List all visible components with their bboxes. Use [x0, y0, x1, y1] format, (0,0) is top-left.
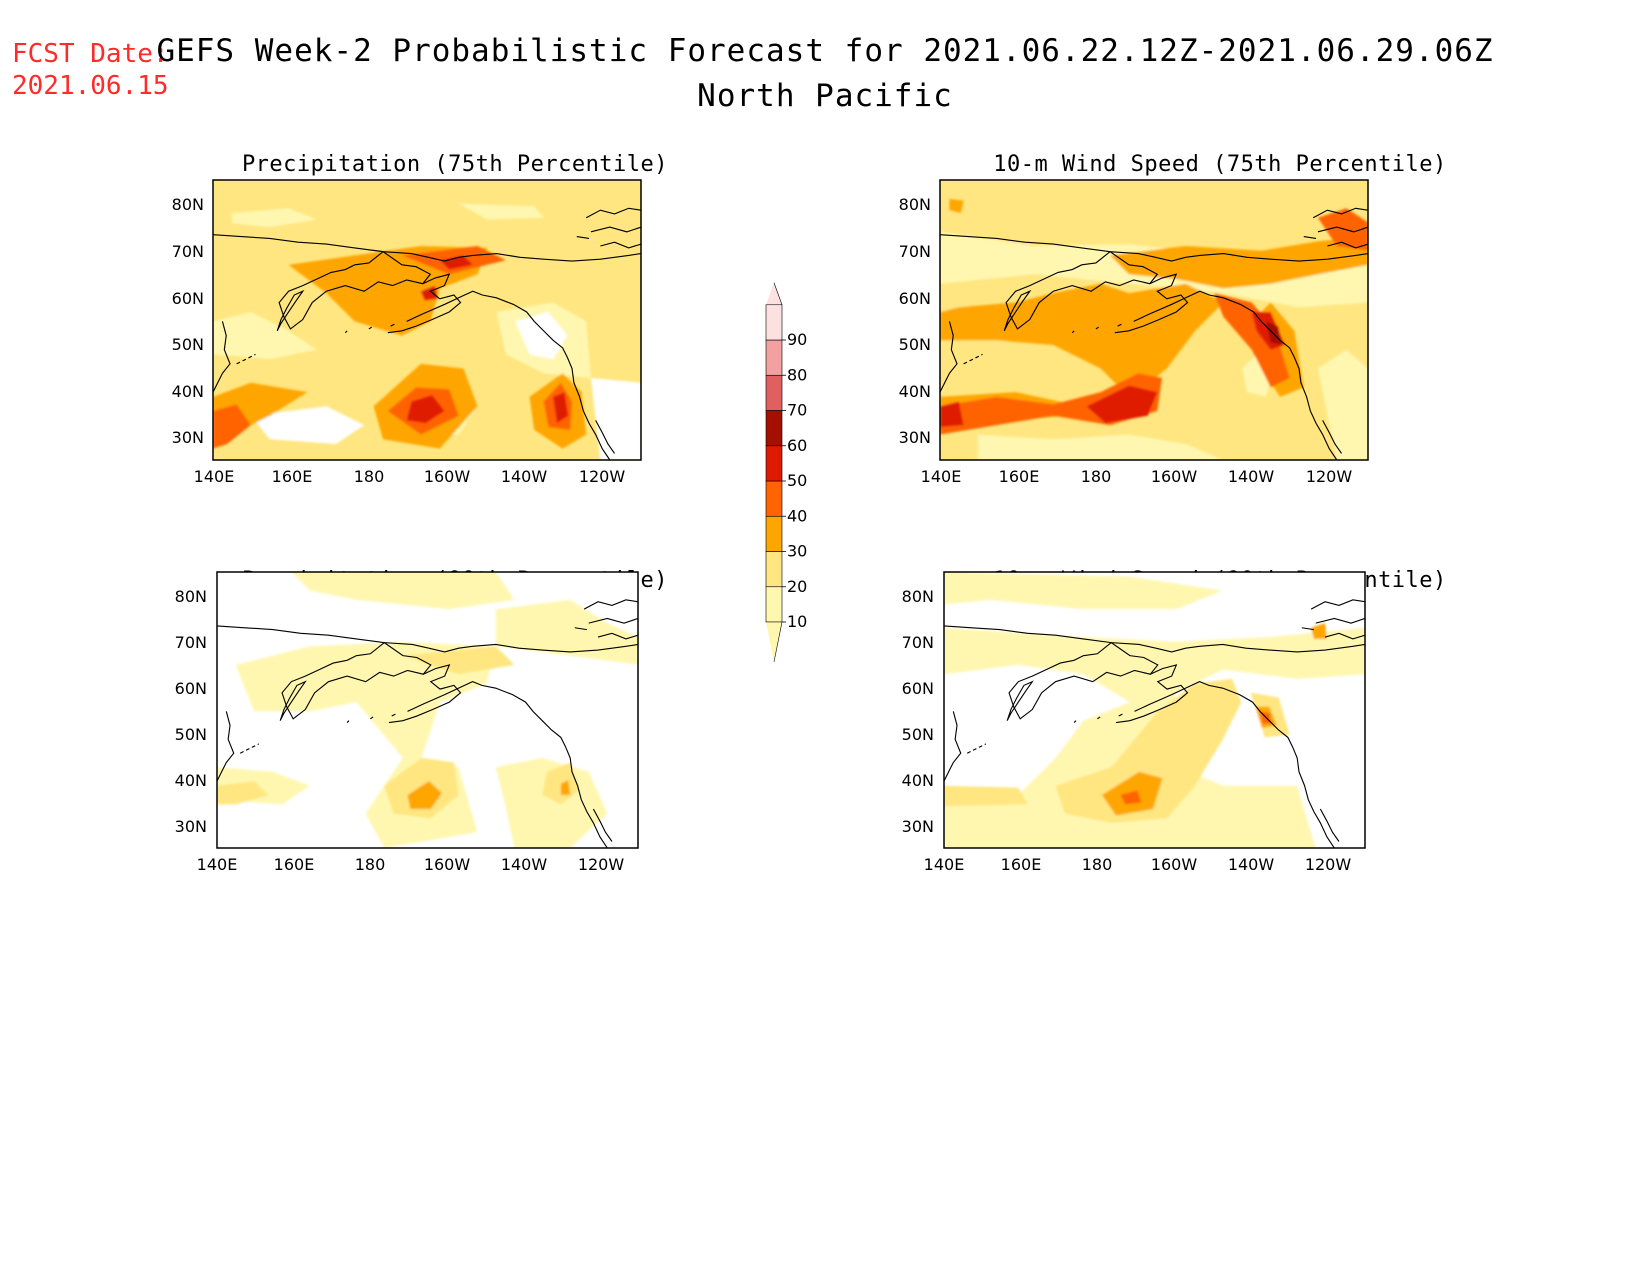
lat-label: 70N — [172, 242, 204, 261]
lon-label: 140W — [1228, 855, 1275, 874]
colorbar-swatch — [765, 339, 783, 376]
lat-label: 60N — [175, 679, 207, 698]
axes-precip90: 80N 70N 60N 50N 40N 30N 140E 160E 180 16… — [175, 587, 625, 874]
lat-label: 60N — [902, 679, 934, 698]
lat-label: 50N — [175, 725, 207, 744]
lon-label: 140W — [501, 855, 548, 874]
lon-label: 140E — [197, 855, 238, 874]
lat-label: 70N — [902, 633, 934, 652]
colorbar-swatch — [765, 374, 783, 411]
map-panel-precip75 — [212, 179, 642, 461]
lon-label: 160W — [1151, 467, 1198, 486]
lon-label: 140E — [921, 467, 962, 486]
lon-label: 120W — [1306, 467, 1353, 486]
forecast-date-value: 2021.06.15 — [12, 71, 169, 101]
colorbar-swatch — [765, 410, 783, 447]
panel-title-wind75: 10-m Wind Speed (75th Percentile) — [993, 152, 1447, 177]
forecast-date-block: FCST Date: 2021.06.15 — [12, 38, 169, 102]
colorbar-high-cap — [766, 282, 783, 306]
lon-label: 180 — [355, 855, 386, 874]
axes-wind75: 80N 70N 60N 50N 40N 30N 140E 160E 180 16… — [899, 195, 1353, 486]
map-panel-precip90 — [216, 571, 639, 849]
map-panel-wind75 — [939, 179, 1369, 461]
lon-label: 160W — [424, 855, 471, 874]
colorbar-label: 20 — [787, 577, 807, 596]
lat-label: 60N — [172, 289, 204, 308]
lon-label: 160E — [274, 855, 315, 874]
lat-label: 30N — [175, 817, 207, 836]
lon-label: 180 — [1081, 467, 1112, 486]
colorbar-label: 80 — [787, 365, 807, 384]
lat-label: 80N — [902, 587, 934, 606]
lon-label: 160E — [272, 467, 313, 486]
lon-label: 160E — [999, 467, 1040, 486]
lat-label: 60N — [899, 289, 931, 308]
lat-label: 40N — [172, 382, 204, 401]
map-panel-wind90 — [943, 571, 1366, 849]
colorbar-label: 30 — [787, 542, 807, 561]
colorbar-label: 60 — [787, 436, 807, 455]
lon-label: 140E — [194, 467, 235, 486]
lat-label: 30N — [899, 428, 931, 447]
axes-wind90: 80N 70N 60N 50N 40N 30N 140E 160E 180 16… — [902, 587, 1352, 874]
lat-label: 40N — [175, 771, 207, 790]
lon-label: 160W — [1151, 855, 1198, 874]
lon-label: 180 — [1082, 855, 1113, 874]
forecast-date-label: FCST Date: — [12, 39, 169, 69]
colorbar-swatch — [765, 551, 783, 588]
lat-label: 70N — [175, 633, 207, 652]
lat-label: 30N — [172, 428, 204, 447]
lat-label: 50N — [172, 335, 204, 354]
lon-label: 120W — [578, 855, 625, 874]
colorbar-swatch — [765, 586, 783, 623]
colorbar: 10 20 30 40 50 60 70 80 90 — [765, 282, 807, 663]
lon-label: 180 — [354, 467, 385, 486]
colorbar-label: 70 — [787, 401, 807, 420]
colorbar-label: 50 — [787, 471, 807, 490]
lat-label: 80N — [899, 195, 931, 214]
lon-label: 140W — [1228, 467, 1275, 486]
lon-label: 140W — [501, 467, 548, 486]
colorbar-swatch — [765, 480, 783, 517]
colorbar-label: 90 — [787, 330, 807, 349]
colorbar-label: 40 — [787, 506, 807, 525]
lon-label: 140E — [924, 855, 965, 874]
panel-title-precip75: Precipitation (75th Percentile) — [241, 152, 669, 177]
lat-label: 70N — [899, 242, 931, 261]
lat-label: 30N — [902, 817, 934, 836]
lon-label: 160E — [1001, 855, 1042, 874]
colorbar-swatch — [765, 304, 783, 341]
lon-label: 160W — [424, 467, 471, 486]
colorbar-swatch — [765, 515, 783, 552]
colorbar-label: 10 — [787, 612, 807, 631]
lat-label: 50N — [899, 335, 931, 354]
lat-label: 80N — [175, 587, 207, 606]
lat-label: 80N — [172, 195, 204, 214]
colorbar-low-cap — [766, 621, 783, 663]
page-subtitle: North Pacific — [697, 78, 953, 114]
lon-label: 120W — [1305, 855, 1352, 874]
page-title: GEFS Week-2 Probabilistic Forecast for 2… — [156, 33, 1494, 69]
lat-label: 50N — [902, 725, 934, 744]
lat-label: 40N — [902, 771, 934, 790]
lat-label: 40N — [899, 382, 931, 401]
axes-precip75: 80N 70N 60N 50N 40N 30N 140E 160E 180 16… — [172, 195, 626, 486]
lon-label: 120W — [579, 467, 626, 486]
colorbar-swatch — [765, 445, 783, 482]
